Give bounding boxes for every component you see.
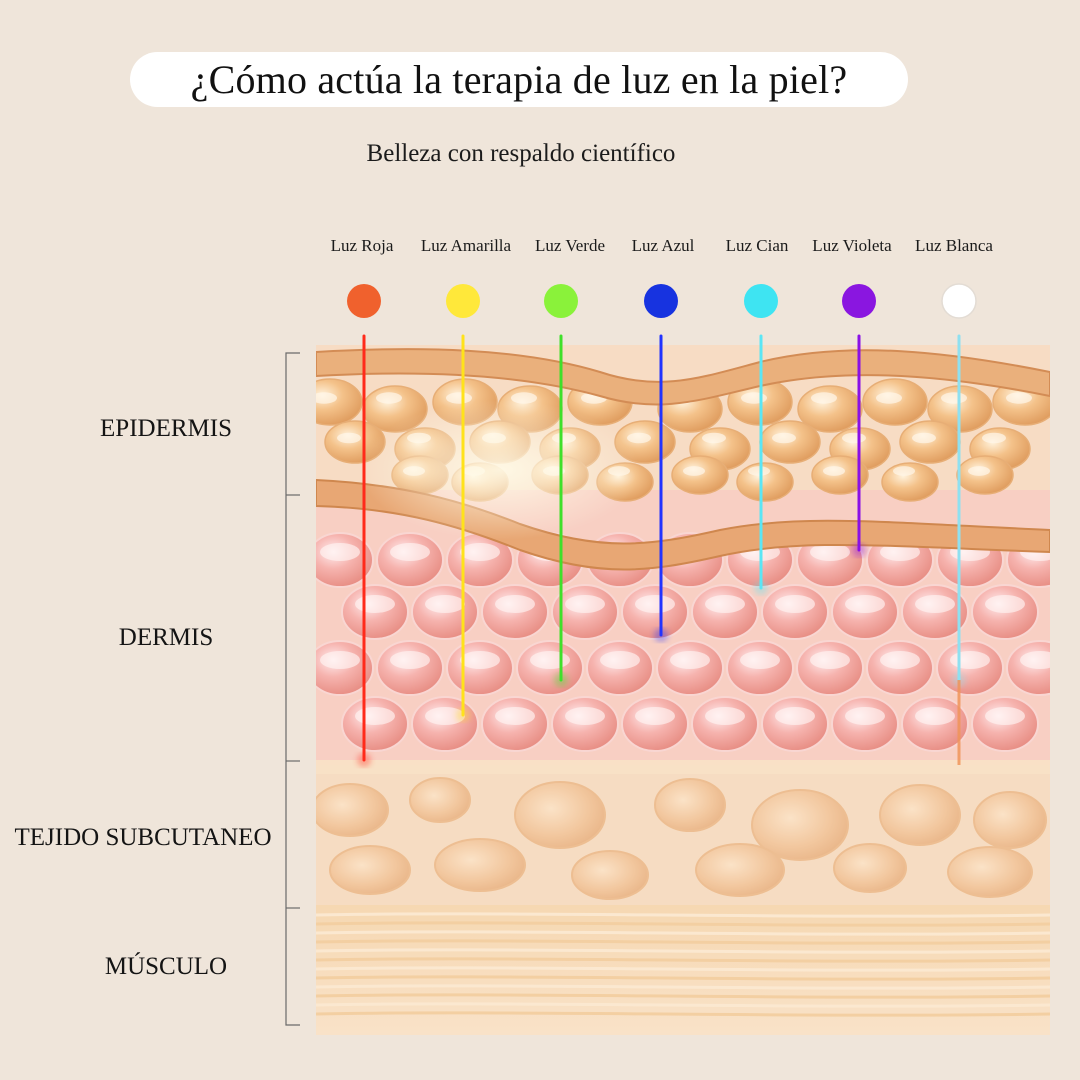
light-dot-2 (446, 284, 480, 318)
fat-cell (833, 843, 907, 893)
fat-cell (751, 789, 849, 861)
fat-cell (316, 783, 389, 837)
layer-label-tejido-subcutaneo: TEJIDO SUBCUTANEO (14, 824, 272, 851)
light-dot-3 (544, 284, 578, 318)
layer-bracket (285, 352, 300, 1026)
light-label-cian: Luz Cian (725, 236, 789, 255)
layer-label-epidermis: EPIDERMIS (100, 415, 232, 442)
skin-surface-band (316, 348, 1050, 406)
light-label-roja: Luz Roja (330, 236, 394, 255)
fat-cell (879, 784, 961, 846)
layer-label-musculo: MÚSCULO (104, 953, 228, 980)
fat-cell (409, 777, 471, 823)
light-beams (357, 334, 966, 767)
light-label-violeta: Luz Violeta (812, 236, 892, 255)
fat-cell (434, 838, 526, 892)
light-label-azul: Luz Azul (631, 236, 695, 255)
light-dot-6 (842, 284, 876, 318)
page-subtitle: Belleza con respaldo científico (366, 140, 676, 167)
fat-cell (947, 846, 1033, 898)
fat-cells (316, 777, 1047, 900)
light-label-verde: Luz Verde (534, 236, 606, 255)
light-label-amarilla: Luz Amarilla (420, 236, 512, 255)
fat-cell (329, 845, 411, 895)
light-dot-4 (644, 284, 678, 318)
light-dot-7 (941, 283, 977, 319)
light-dot-1 (347, 284, 381, 318)
page-title: ¿Cómo actúa la terapia de luz en la piel… (190, 56, 848, 102)
light-dots (347, 283, 977, 319)
light-label-blanca: Luz Blanca (915, 236, 993, 255)
fat-cell (695, 843, 785, 897)
layer-label-dermis: DERMIS (118, 624, 214, 651)
muscle-fibers (316, 912, 1050, 1017)
fat-cell (514, 781, 606, 849)
fat-cell (654, 778, 726, 832)
fat-cell (571, 850, 649, 900)
light-dot-5 (744, 284, 778, 318)
fat-cell (973, 791, 1047, 849)
title-pill: ¿Cómo actúa la terapia de luz en la piel… (130, 52, 908, 107)
